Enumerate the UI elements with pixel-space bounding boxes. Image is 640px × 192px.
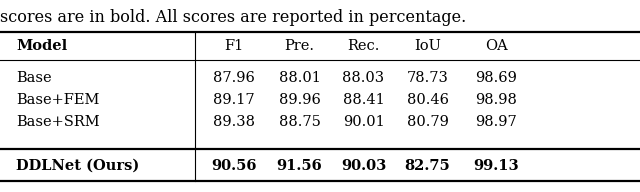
Text: 98.98: 98.98 [475, 93, 517, 107]
Text: Base+SRM: Base+SRM [16, 115, 100, 129]
Text: DDLNet (Ours): DDLNet (Ours) [16, 159, 140, 173]
Text: 78.73: 78.73 [406, 71, 449, 85]
Text: Rec.: Rec. [348, 39, 380, 53]
Text: 88.41: 88.41 [342, 93, 385, 107]
Text: Base: Base [16, 71, 52, 85]
Text: 90.03: 90.03 [341, 159, 386, 173]
Text: 98.69: 98.69 [475, 71, 517, 85]
Text: OA: OA [484, 39, 508, 53]
Text: 89.17: 89.17 [212, 93, 255, 107]
Text: F1: F1 [224, 39, 243, 53]
Text: Model: Model [16, 39, 67, 53]
Text: 88.01: 88.01 [278, 71, 321, 85]
Text: Pre.: Pre. [285, 39, 314, 53]
Text: 88.03: 88.03 [342, 71, 385, 85]
Text: 89.38: 89.38 [212, 115, 255, 129]
Text: 80.79: 80.79 [406, 115, 449, 129]
Text: 99.13: 99.13 [473, 159, 519, 173]
Text: 88.75: 88.75 [278, 115, 321, 129]
Text: 90.01: 90.01 [342, 115, 385, 129]
Text: 87.96: 87.96 [212, 71, 255, 85]
Text: scores are in bold. All scores are reported in percentage.: scores are in bold. All scores are repor… [0, 9, 467, 26]
Text: 82.75: 82.75 [404, 159, 451, 173]
Text: IoU: IoU [414, 39, 441, 53]
Text: 80.46: 80.46 [406, 93, 449, 107]
Text: 98.97: 98.97 [475, 115, 517, 129]
Text: Base+FEM: Base+FEM [16, 93, 99, 107]
Text: 91.56: 91.56 [276, 159, 323, 173]
Text: 89.96: 89.96 [278, 93, 321, 107]
Text: 90.56: 90.56 [211, 159, 257, 173]
